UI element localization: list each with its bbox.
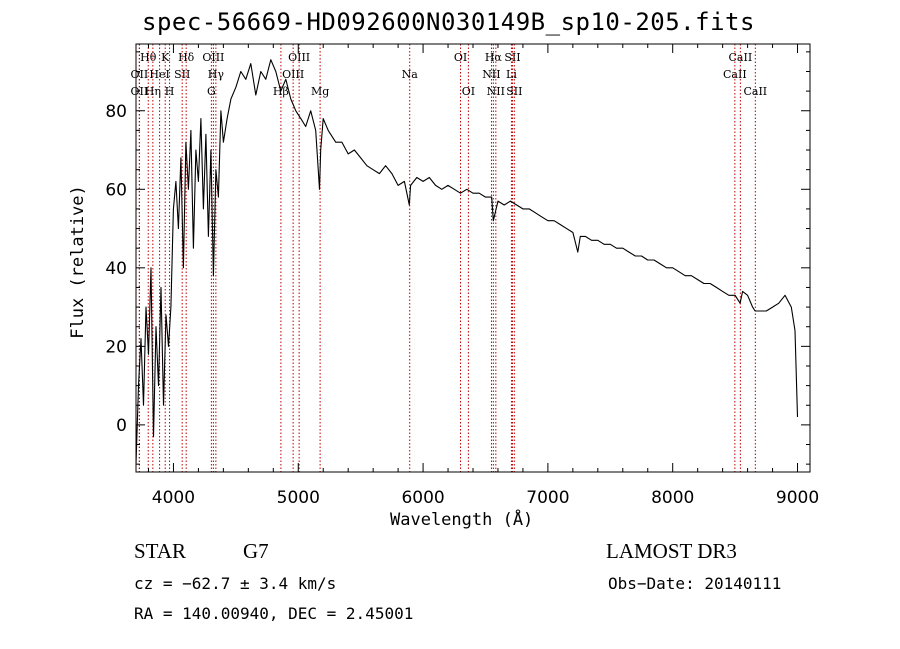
line-label: Hη <box>145 85 161 98</box>
coordinates: RA = 140.00940, DEC = 2.45001 <box>134 604 414 623</box>
line-label: Na <box>402 68 419 81</box>
line-label: Hα <box>485 51 503 64</box>
plot-frame <box>135 43 811 473</box>
x-tick-label: 5000 <box>277 488 320 508</box>
x-tick-label: 6000 <box>401 488 444 508</box>
line-label: Li <box>506 68 517 81</box>
line-markers <box>138 44 756 472</box>
x-axis-label: Wavelength (Å) <box>390 510 534 530</box>
observation-date: Obs−Date: 20140111 <box>608 574 782 593</box>
line-label: HeI <box>149 68 169 81</box>
object-class: STAR <box>134 539 186 563</box>
x-tick-label: 9000 <box>776 488 819 508</box>
line-label: G <box>207 85 216 98</box>
line-label: Mg <box>311 85 329 98</box>
x-tick-label: 4000 <box>152 488 195 508</box>
line-label: H <box>165 85 175 98</box>
chart-title: spec-56669-HD092600N030149B_sp10-205.fit… <box>142 8 755 36</box>
line-label: CaII <box>729 51 753 64</box>
line-label: NII <box>482 68 500 81</box>
line-label: OI <box>454 51 467 64</box>
line-label: K <box>161 51 170 64</box>
line-label: OIII <box>202 51 224 64</box>
y-tick-label: 40 <box>105 259 127 279</box>
y-tick-label: 80 <box>105 102 127 122</box>
line-label: SII <box>504 51 520 64</box>
line-label: OIII <box>288 51 310 64</box>
line-label: CaII <box>743 85 767 98</box>
redshift-velocity: cz = −62.7 ± 3.4 km/s <box>134 574 337 593</box>
axes: 4000 5000 6000 7000 8000 9000 0 20 40 60 80 <box>105 43 819 508</box>
spectrum-series <box>135 59 799 465</box>
line-label: Hθ <box>140 51 157 64</box>
line-label: OII <box>131 68 149 81</box>
line-label: OI <box>462 85 475 98</box>
object-subclass: G7 <box>243 539 269 563</box>
y-tick-label: 60 <box>105 180 127 200</box>
y-tick-label: 20 <box>105 337 127 357</box>
line-label: Hδ <box>178 51 195 64</box>
line-label: Hβ <box>273 85 289 98</box>
line-label: SII <box>506 85 522 98</box>
line-label: OIII <box>282 68 304 81</box>
line-label: SII <box>174 68 190 81</box>
line-label: CaII <box>723 68 747 81</box>
spectrum-line <box>135 59 799 465</box>
survey-name: LAMOST DR3 <box>606 539 737 563</box>
line-label: Hγ <box>208 68 225 81</box>
y-tick-label: 0 <box>116 416 127 436</box>
x-tick-label: 7000 <box>526 488 569 508</box>
y-axis-label: Flux (relative) <box>68 185 88 339</box>
x-tick-label: 8000 <box>651 488 694 508</box>
line-label: NII <box>487 85 505 98</box>
